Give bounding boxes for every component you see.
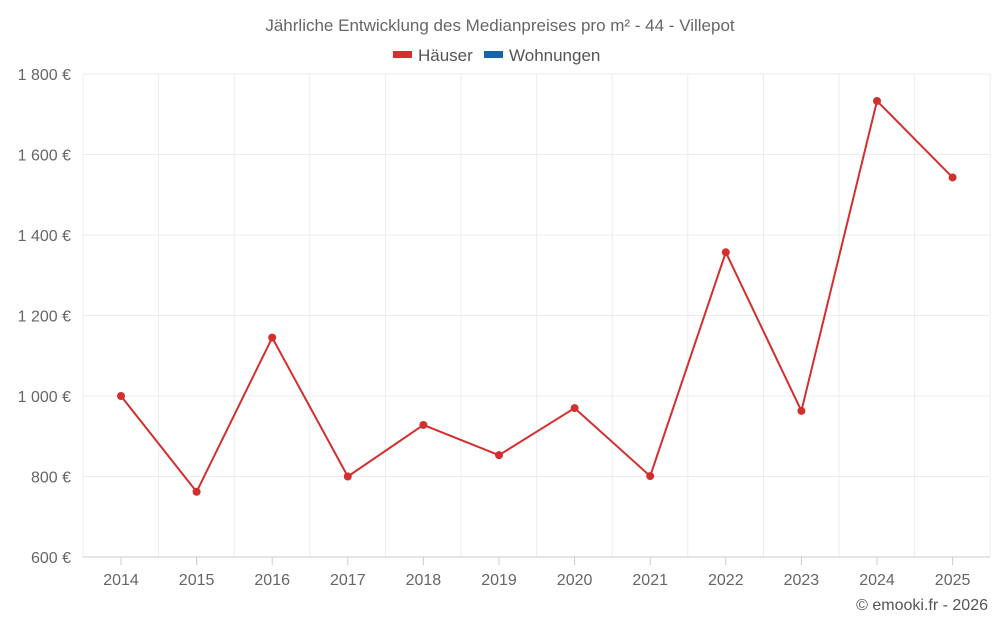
data-point[interactable]	[495, 451, 503, 460]
y-tick-label: 1 000 €	[18, 389, 71, 406]
x-tick-label: 2015	[179, 572, 215, 589]
y-tick-label: 1 600 €	[18, 148, 71, 165]
series-layer	[117, 96, 957, 496]
data-point[interactable]	[117, 392, 125, 400]
data-point[interactable]	[646, 472, 655, 481]
legend-label-wohnungen: Wohnungen	[509, 46, 600, 65]
y-tick-label: 1 200 €	[18, 309, 71, 326]
x-tick-label: 2024	[859, 572, 895, 589]
data-point[interactable]	[268, 333, 277, 342]
legend-label-haeuser: Häuser	[418, 46, 473, 65]
x-tick-label: 2021	[632, 572, 668, 589]
x-tick-label: 2016	[254, 572, 290, 589]
y-tick-label: 800 €	[31, 470, 71, 487]
data-point[interactable]	[343, 472, 352, 481]
legend-swatch-haeuser	[393, 51, 412, 58]
data-point[interactable]	[721, 248, 730, 257]
x-tick-label: 2020	[557, 572, 593, 589]
data-point[interactable]	[192, 487, 201, 496]
x-tick-label: 2025	[935, 572, 971, 589]
x-tick-label: 2014	[103, 572, 139, 589]
y-tick-label: 1 800 €	[18, 67, 71, 84]
x-tick-label: 2017	[330, 572, 366, 589]
data-point[interactable]	[570, 404, 579, 413]
legend: Häuser Wohnungen	[393, 46, 600, 65]
y-tick-label: 600 €	[31, 550, 71, 567]
x-axis-ticks: 2014 2015 2016 2017 2018 2019 2020 2021 2022 2023…	[103, 557, 970, 589]
data-point[interactable]	[873, 96, 881, 105]
chart-title: Jährliche Entwicklung des Medianpreises …	[265, 16, 735, 35]
data-point[interactable]	[797, 406, 806, 415]
series-line	[120, 99, 954, 493]
x-tick-label: 2019	[481, 572, 517, 589]
legend-swatch-wohnungen	[484, 51, 503, 58]
legend-item-haeuser[interactable]: Häuser	[393, 46, 473, 65]
x-tick-label: 2018	[406, 572, 442, 589]
data-point[interactable]	[948, 173, 957, 182]
y-axis-ticks: 600 € 800 € 1 000 € 1 200 € 1 400 € 1 600 € 1 …	[18, 67, 71, 567]
legend-item-wohnungen[interactable]: Wohnungen	[484, 46, 600, 65]
x-tick-label: 2022	[708, 572, 744, 589]
y-tick-label: 1 400 €	[18, 228, 71, 245]
data-point[interactable]	[419, 420, 428, 429]
credit-text: © emooki.fr - 2026	[856, 597, 988, 614]
x-tick-label: 2023	[784, 572, 820, 589]
